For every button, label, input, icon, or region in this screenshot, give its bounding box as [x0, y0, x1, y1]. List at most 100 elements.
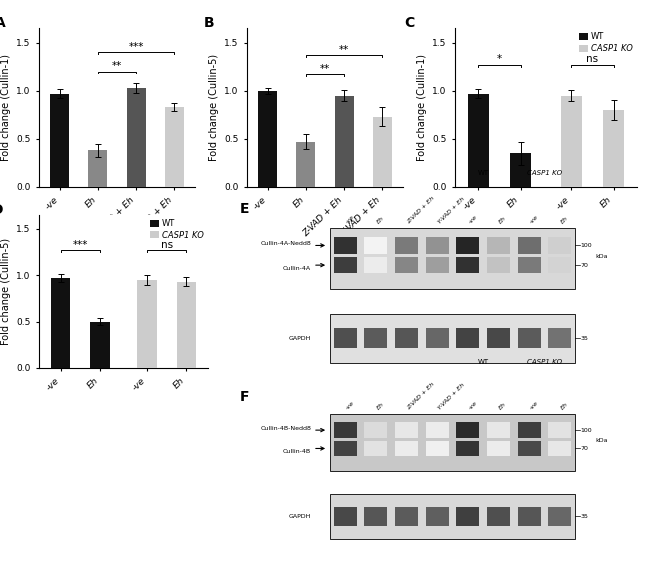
Bar: [395, 237, 418, 254]
Text: GAPDH: GAPDH: [289, 514, 311, 519]
Bar: [548, 328, 571, 348]
Bar: [164, 107, 183, 187]
Bar: [487, 257, 510, 273]
Text: CASP1 KO: CASP1 KO: [526, 170, 562, 175]
Bar: [548, 507, 571, 526]
Bar: [127, 88, 146, 187]
Bar: [88, 151, 107, 187]
Text: **: **: [112, 61, 122, 71]
Bar: [335, 96, 354, 187]
Bar: [426, 507, 448, 526]
Bar: [426, 237, 448, 254]
Bar: [395, 257, 418, 273]
Bar: [426, 422, 448, 438]
Text: *: *: [497, 54, 502, 65]
FancyBboxPatch shape: [330, 228, 575, 289]
Bar: [365, 257, 387, 273]
Bar: [296, 142, 315, 187]
Bar: [548, 441, 571, 456]
Text: -ve: -ve: [529, 215, 539, 225]
FancyBboxPatch shape: [330, 414, 575, 471]
Bar: [365, 507, 387, 526]
Bar: [426, 328, 448, 348]
Bar: [548, 257, 571, 273]
Bar: [395, 507, 418, 526]
Bar: [456, 507, 479, 526]
Text: F: F: [239, 389, 249, 404]
Text: Y-VAD + Eh: Y-VAD + Eh: [437, 196, 465, 225]
Text: C: C: [404, 16, 414, 29]
Bar: [395, 328, 418, 348]
Text: Eh: Eh: [499, 216, 508, 225]
Bar: [517, 328, 541, 348]
Bar: [517, 257, 541, 273]
Bar: [90, 321, 110, 368]
Text: Cullin-4B-Nedd8: Cullin-4B-Nedd8: [260, 426, 311, 431]
Bar: [561, 96, 582, 187]
Y-axis label: Fold change (Cullin-1): Fold change (Cullin-1): [417, 54, 427, 161]
Text: ns: ns: [586, 54, 599, 65]
Text: CASP1 KO: CASP1 KO: [526, 359, 562, 365]
Text: WT: WT: [478, 170, 489, 175]
Bar: [259, 91, 278, 187]
Bar: [456, 237, 479, 254]
Text: 70: 70: [580, 263, 588, 268]
Text: B: B: [203, 16, 214, 29]
Bar: [510, 153, 531, 187]
Y-axis label: Fold change (Cullin-5): Fold change (Cullin-5): [1, 238, 11, 345]
FancyBboxPatch shape: [330, 314, 575, 363]
Bar: [456, 328, 479, 348]
Bar: [426, 257, 448, 273]
Text: 35: 35: [580, 514, 588, 519]
Text: D: D: [0, 203, 3, 217]
Bar: [517, 507, 541, 526]
Bar: [333, 328, 357, 348]
Text: Eh: Eh: [376, 216, 385, 225]
Text: ***: ***: [128, 42, 144, 52]
Text: -ve: -ve: [529, 401, 539, 411]
Bar: [456, 422, 479, 438]
Bar: [365, 237, 387, 254]
Bar: [487, 441, 510, 456]
Bar: [517, 422, 541, 438]
Text: Eh: Eh: [499, 402, 508, 411]
Bar: [51, 278, 70, 368]
Bar: [517, 237, 541, 254]
Bar: [487, 422, 510, 438]
Text: -ve: -ve: [468, 401, 478, 411]
FancyBboxPatch shape: [330, 494, 575, 539]
Text: kDa: kDa: [595, 438, 608, 443]
Bar: [372, 117, 391, 187]
Text: ***: ***: [73, 240, 88, 250]
Bar: [333, 507, 357, 526]
Text: -ve: -ve: [468, 215, 478, 225]
Text: Eh: Eh: [376, 402, 385, 411]
Bar: [137, 280, 157, 368]
Text: -ve: -ve: [345, 215, 356, 225]
Text: Z-VAD + Eh: Z-VAD + Eh: [406, 382, 436, 411]
Bar: [603, 110, 624, 187]
Text: 35: 35: [580, 336, 588, 341]
Bar: [333, 257, 357, 273]
Text: 100: 100: [580, 428, 592, 432]
Bar: [456, 257, 479, 273]
Text: E: E: [239, 202, 249, 216]
Text: Cullin-4A-Nedd8: Cullin-4A-Nedd8: [261, 241, 311, 246]
Legend: WT, CASP1 KO: WT, CASP1 KO: [150, 219, 204, 240]
Legend: WT, CASP1 KO: WT, CASP1 KO: [579, 32, 633, 53]
Bar: [517, 441, 541, 456]
Bar: [333, 422, 357, 438]
Bar: [395, 441, 418, 456]
Text: GAPDH: GAPDH: [289, 336, 311, 341]
Bar: [177, 282, 196, 368]
Text: Z-VAD + Eh: Z-VAD + Eh: [406, 196, 436, 225]
Text: -ve: -ve: [345, 401, 356, 411]
Bar: [51, 93, 70, 187]
Bar: [333, 441, 357, 456]
Text: 100: 100: [580, 243, 592, 248]
Bar: [548, 422, 571, 438]
Bar: [365, 441, 387, 456]
Text: Cullin-4B: Cullin-4B: [283, 449, 311, 454]
Text: ns: ns: [161, 240, 173, 250]
Bar: [333, 237, 357, 254]
